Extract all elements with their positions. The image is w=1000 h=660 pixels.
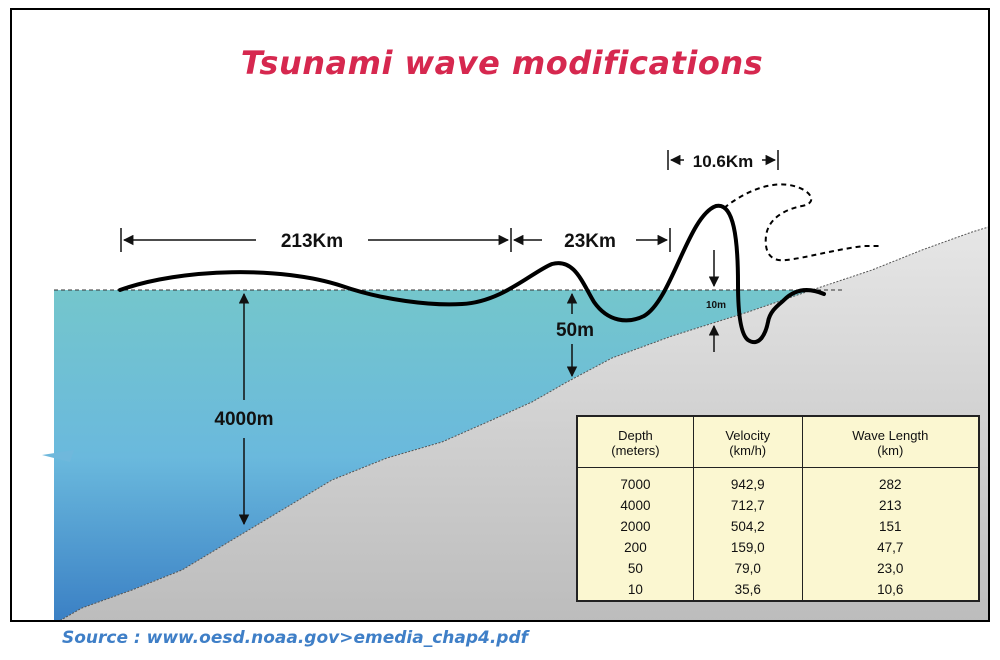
cell-wave-length: 10,6: [801, 579, 978, 600]
ocean-edge-notch: [42, 450, 74, 462]
label-10m: 10m: [706, 300, 726, 311]
cell-velocity: 504,2: [692, 516, 803, 538]
label-23km: 23Km: [564, 231, 616, 252]
cell-velocity: 159,0: [692, 537, 803, 559]
label-10-6km: 10.6Km: [693, 152, 753, 171]
table-row: 7000 942,9 282: [578, 467, 978, 496]
cell-depth: 7000: [620, 476, 651, 492]
cell-depth: 200: [624, 539, 647, 555]
cell-wave-length: 282: [801, 467, 978, 496]
data-table: Depth (meters) Velocity (km/h) Wave Length…: [578, 417, 978, 600]
cell-depth: 10: [627, 581, 643, 597]
table-row: 10 35,6 10,6: [578, 579, 978, 600]
table-header-row: Depth (meters) Velocity (km/h) Wave Length…: [578, 417, 978, 468]
table-row: 200 159,0 47,7: [578, 537, 978, 559]
cell-velocity: 942,9: [692, 467, 803, 496]
diagram-title: Tsunami wave modifications: [240, 44, 764, 82]
cell-wave-length: 151: [801, 516, 978, 538]
wave-profile: [118, 203, 826, 344]
diagram-frame: 213Km 23Km 10.6Km 4000m 50m 10m Tsunami …: [10, 8, 990, 622]
table-row: 4000 712,7 213: [578, 495, 978, 517]
label-4000m: 4000m: [214, 409, 273, 430]
cell-depth: 50: [627, 560, 643, 576]
cell-wave-length: 213: [801, 495, 978, 517]
label-50m: 50m: [556, 320, 594, 341]
cell-wave-length: 47,7: [801, 537, 978, 559]
cell-wave-length: 23,0: [801, 558, 978, 579]
cell-velocity: 712,7: [692, 495, 803, 517]
breaking-wave-dashed: [723, 183, 882, 262]
label-213km: 213Km: [281, 231, 343, 252]
source-caption: Source : www.oesd.noaa.gov>emedia_chap4.…: [62, 628, 529, 648]
table-row: 2000 504,2 151: [578, 516, 978, 538]
header-velocity: Velocity (km/h): [692, 417, 803, 468]
header-depth: Depth (meters): [578, 417, 694, 468]
cell-velocity: 35,6: [692, 579, 803, 600]
cell-depth: 2000: [620, 518, 651, 534]
wave-data-table: Depth (meters) Velocity (km/h) Wave Length…: [576, 415, 980, 602]
seabed-outline: [59, 226, 988, 620]
table-row: 50 79,0 23,0: [578, 558, 978, 579]
cell-depth: 4000: [620, 497, 651, 513]
cell-velocity: 79,0: [692, 558, 803, 579]
header-wave-length: Wave Length (km): [801, 417, 978, 468]
